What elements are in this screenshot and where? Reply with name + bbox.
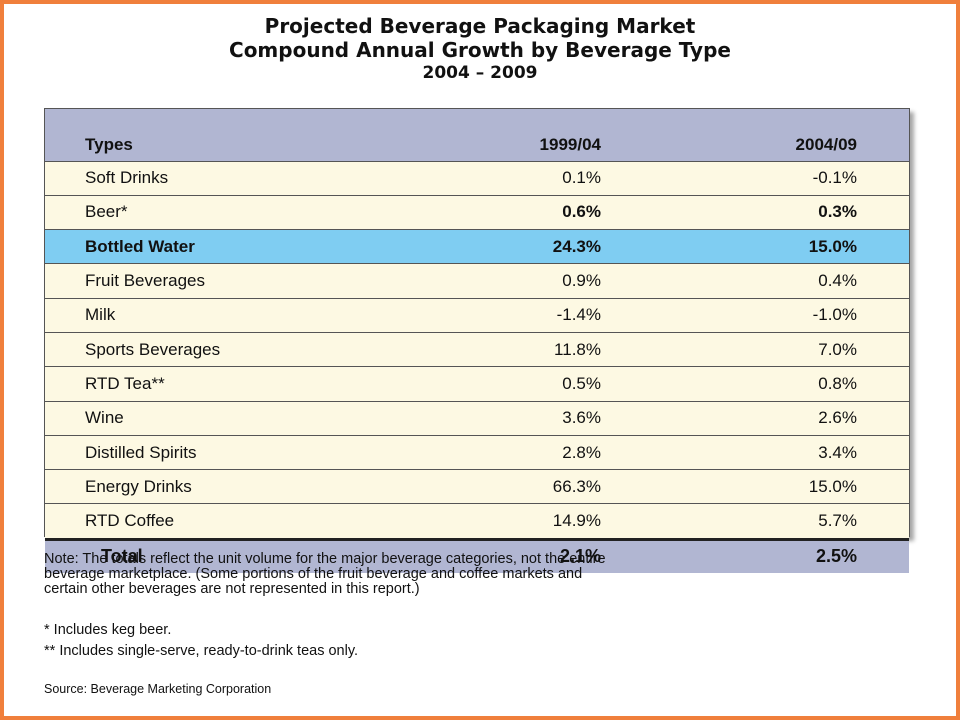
row-type-label: Beer* — [45, 195, 382, 231]
table-row: Beer* 0.6% 0.3% — [45, 195, 909, 231]
row-1999-04-value: 0.5% — [382, 366, 602, 402]
row-1999-04-value: 66.3% — [382, 469, 602, 505]
header-1999-04: 1999/04 — [382, 109, 602, 162]
data-table: Types 1999/04 2004/09 Soft Drinks 0.1% -0.… — [45, 109, 909, 573]
table-row: Sports Beverages 11.8% 7.0% — [45, 332, 909, 368]
table-row: Distilled Spirits 2.8% 3.4% — [45, 435, 909, 471]
row-2004-09-value: 15.0% — [602, 229, 909, 265]
footnote-rtd-tea: ** Includes single-serve, ready-to-drink… — [44, 643, 359, 659]
note-text: Note: The totals reflect the unit volume… — [44, 551, 606, 597]
total-1999-04: 2.1% — [382, 537, 602, 573]
title-line-3: 2004 – 2009 — [422, 63, 538, 83]
row-2004-09-value: -1.0% — [602, 298, 909, 333]
table-row: Soft Drinks 0.1% -0.1% — [45, 161, 909, 196]
row-1999-04-value: 11.8% — [382, 332, 602, 368]
table-row: Milk -1.4% -1.0% — [45, 298, 909, 333]
title-line-1: Projected Beverage Packaging Market — [264, 14, 696, 38]
table-row: RTD Coffee 14.9% 5.7% — [45, 503, 909, 540]
row-type-label: Fruit Beverages — [45, 263, 382, 299]
row-2004-09-value: 7.0% — [602, 332, 909, 368]
table-body: Soft Drinks 0.1% -0.1% Beer* 0.6% 0.3% Bottled… — [45, 161, 909, 540]
table-row: Fruit Beverages 0.9% 0.4% — [45, 263, 909, 299]
row-type-label: Milk — [45, 298, 382, 333]
table-row: Wine 3.6% 2.6% — [45, 401, 909, 436]
row-type-label: Distilled Spirits — [45, 435, 382, 471]
row-type-label: Wine — [45, 401, 382, 436]
total-label: Total — [45, 537, 382, 573]
row-1999-04-value: -1.4% — [382, 298, 602, 333]
header-2004-09: 2004/09 — [602, 109, 909, 162]
row-1999-04-value: 14.9% — [382, 503, 602, 540]
header-row: Types 1999/04 2004/09 — [45, 109, 909, 162]
total-2004-09: 2.5% — [602, 537, 909, 573]
row-2004-09-value: 0.3% — [602, 195, 909, 231]
table-row: Energy Drinks 66.3% 15.0% — [45, 469, 909, 505]
row-type-label: Sports Beverages — [45, 332, 382, 368]
total-row: Total 2.1% 2.5% — [45, 537, 909, 573]
row-type-label: RTD Coffee — [45, 503, 382, 540]
chart-title: Projected Beverage Packaging Market Comp… — [0, 14, 960, 84]
table-row: Bottled Water 24.3% 15.0% — [45, 229, 909, 265]
row-1999-04-value: 2.8% — [382, 435, 602, 471]
row-2004-09-value: 5.7% — [602, 503, 909, 540]
row-2004-09-value: -0.1% — [602, 161, 909, 196]
row-2004-09-value: 0.4% — [602, 263, 909, 299]
row-1999-04-value: 0.6% — [382, 195, 602, 231]
row-type-label: Bottled Water — [45, 229, 382, 265]
row-type-label: Energy Drinks — [45, 469, 382, 505]
footnote-keg-beer: * Includes keg beer. — [44, 622, 172, 638]
row-2004-09-value: 0.8% — [602, 366, 909, 402]
growth-table: Types 1999/04 2004/09 Soft Drinks 0.1% -0.… — [44, 108, 910, 573]
row-1999-04-value: 3.6% — [382, 401, 602, 436]
row-1999-04-value: 0.9% — [382, 263, 602, 299]
row-1999-04-value: 0.1% — [382, 161, 602, 196]
table-row: RTD Tea** 0.5% 0.8% — [45, 366, 909, 402]
header-types: Types — [45, 109, 382, 162]
row-2004-09-value: 15.0% — [602, 469, 909, 505]
source-text: Source: Beverage Marketing Corporation — [44, 682, 272, 696]
row-type-label: RTD Tea** — [45, 366, 382, 402]
row-1999-04-value: 24.3% — [382, 229, 602, 265]
title-line-2: Compound Annual Growth by Beverage Type — [229, 38, 731, 62]
row-type-label: Soft Drinks — [45, 161, 382, 196]
row-2004-09-value: 2.6% — [602, 401, 909, 436]
row-2004-09-value: 3.4% — [602, 435, 909, 471]
